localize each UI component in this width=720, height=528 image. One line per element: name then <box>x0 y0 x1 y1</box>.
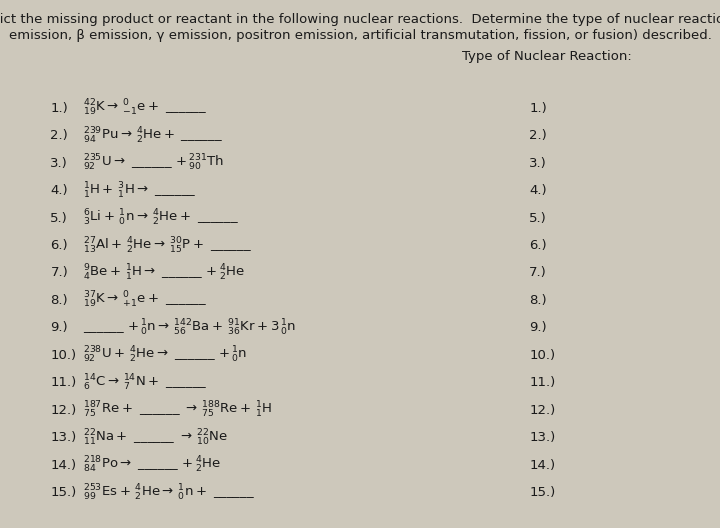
Text: $^{22}_{11}\mathrm{Na} +$ ______ $\rightarrow \,^{22}_{10}\mathrm{Ne}$: $^{22}_{11}\mathrm{Na} +$ ______ $\right… <box>83 428 228 448</box>
Text: 12.): 12.) <box>50 404 76 417</box>
Text: 2.): 2.) <box>529 129 547 142</box>
Text: $^{27}_{13}\mathrm{Al} + \,^{4}_{2}\mathrm{He} \rightarrow \,^{30}_{15}\mathrm{P: $^{27}_{13}\mathrm{Al} + \,^{4}_{2}\math… <box>83 235 252 256</box>
Text: 7.): 7.) <box>50 267 68 279</box>
Text: $^{9}_{4}\mathrm{Be} + \,^{1}_{1}\mathrm{H} \rightarrow$ ______ $+\,^{4}_{2}\mat: $^{9}_{4}\mathrm{Be} + \,^{1}_{1}\mathrm… <box>83 263 245 283</box>
Text: 1.): 1.) <box>529 102 547 115</box>
Text: 15.): 15.) <box>50 486 76 499</box>
Text: 5.): 5.) <box>50 212 68 224</box>
Text: $^{238}_{92}\mathrm{U} + \,^{4}_{2}\mathrm{He} \rightarrow$ ______ $+\,^{1}_{0}\: $^{238}_{92}\mathrm{U} + \,^{4}_{2}\math… <box>83 345 247 365</box>
Text: 1.): 1.) <box>50 102 68 115</box>
Text: 11.): 11.) <box>529 376 555 389</box>
Text: 3.): 3.) <box>529 157 547 169</box>
Text: 14.): 14.) <box>529 459 555 472</box>
Text: 11.): 11.) <box>50 376 76 389</box>
Text: $^{37}_{19}\mathrm{K} \rightarrow \,^{0}_{+1}\mathrm{e} +$ ______: $^{37}_{19}\mathrm{K} \rightarrow \,^{0}… <box>83 290 207 310</box>
Text: 6.): 6.) <box>50 239 68 252</box>
Text: 13.): 13.) <box>50 431 76 444</box>
Text: $^{239}_{94}\mathrm{Pu} \rightarrow \,^{4}_{2}\mathrm{He} +$ ______: $^{239}_{94}\mathrm{Pu} \rightarrow \,^{… <box>83 126 222 146</box>
Text: 15.): 15.) <box>529 486 555 499</box>
Text: $^{253}_{99}\mathrm{Es} + \,^{4}_{2}\mathrm{He} \rightarrow \,^{1}_{0}\mathrm{n}: $^{253}_{99}\mathrm{Es} + \,^{4}_{2}\mat… <box>83 483 255 503</box>
Text: 12.): 12.) <box>529 404 555 417</box>
Text: Predict the missing product or reactant in the following nuclear reactions.  Det: Predict the missing product or reactant … <box>0 13 720 26</box>
Text: $^{1}_{1}\mathrm{H} + \,^{3}_{1}\mathrm{H} \rightarrow$ ______: $^{1}_{1}\mathrm{H} + \,^{3}_{1}\mathrm{… <box>83 181 197 201</box>
Text: 5.): 5.) <box>529 212 547 224</box>
Text: 3.): 3.) <box>50 157 68 169</box>
Text: 10.): 10.) <box>50 349 76 362</box>
Text: 8.): 8.) <box>50 294 68 307</box>
Text: $^{6}_{3}\mathrm{Li} + \,^{1}_{0}\mathrm{n} \rightarrow \,^{4}_{2}\mathrm{He} +$: $^{6}_{3}\mathrm{Li} + \,^{1}_{0}\mathrm… <box>83 208 239 228</box>
Text: 6.): 6.) <box>529 239 546 252</box>
Text: 7.): 7.) <box>529 267 547 279</box>
Text: 10.): 10.) <box>529 349 555 362</box>
Text: 9.): 9.) <box>529 322 546 334</box>
Text: 8.): 8.) <box>529 294 546 307</box>
Text: $^{218}_{84}\mathrm{Po} \rightarrow$ ______ $+\,^{4}_{2}\mathrm{He}$: $^{218}_{84}\mathrm{Po} \rightarrow$ ___… <box>83 455 220 475</box>
Text: $^{235}_{92}\mathrm{U} \rightarrow$ ______ $+\,^{231}_{90}\mathrm{Th}$: $^{235}_{92}\mathrm{U} \rightarrow$ ____… <box>83 153 224 173</box>
Text: 4.): 4.) <box>529 184 546 197</box>
Text: $^{14}_{6}\mathrm{C} \rightarrow \,^{14}_{7}\mathrm{N} +$ ______: $^{14}_{6}\mathrm{C} \rightarrow \,^{14}… <box>83 373 207 393</box>
Text: ______ $+\,^{1}_{0}\mathrm{n} \rightarrow \,^{142}_{56}\mathrm{Ba} + \,^{91}_{36: ______ $+\,^{1}_{0}\mathrm{n} \rightarro… <box>83 318 296 338</box>
Text: $^{187}_{75}\mathrm{Re} +$ ______ $\rightarrow \,^{188}_{75}\mathrm{Re} + \,^{1}: $^{187}_{75}\mathrm{Re} +$ ______ $\righ… <box>83 400 272 420</box>
Text: 4.): 4.) <box>50 184 68 197</box>
Text: $^{42}_{19}\mathrm{K} \rightarrow \,^{0}_{-1}\mathrm{e} +$ ______: $^{42}_{19}\mathrm{K} \rightarrow \,^{0}… <box>83 98 207 118</box>
Text: 2.): 2.) <box>50 129 68 142</box>
Text: Type of Nuclear Reaction:: Type of Nuclear Reaction: <box>462 50 632 63</box>
Text: emission, β emission, γ emission, positron emission, artificial transmutation, f: emission, β emission, γ emission, positr… <box>9 29 711 42</box>
Text: 14.): 14.) <box>50 459 76 472</box>
Text: 9.): 9.) <box>50 322 68 334</box>
Text: 13.): 13.) <box>529 431 555 444</box>
